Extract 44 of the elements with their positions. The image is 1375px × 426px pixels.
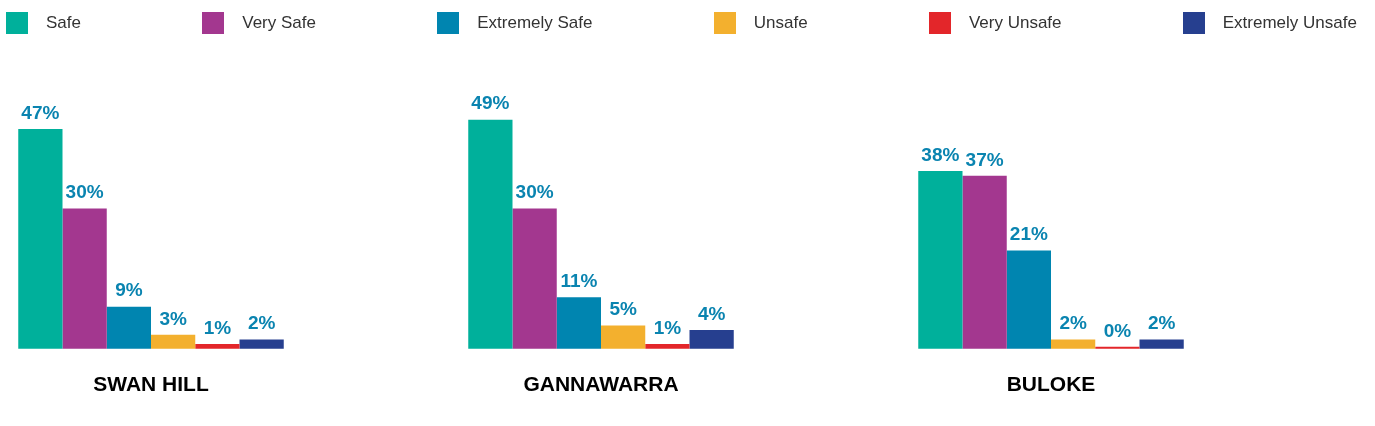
bar xyxy=(512,208,557,349)
bar xyxy=(1006,250,1051,349)
data-label: 4% xyxy=(697,302,726,324)
bar xyxy=(601,325,646,349)
data-label: 9% xyxy=(115,279,143,301)
legend-label: Very Safe xyxy=(242,13,316,33)
bar xyxy=(1051,339,1096,349)
bar xyxy=(195,344,240,349)
legend-label: Extremely Safe xyxy=(477,13,593,33)
data-label: 21% xyxy=(1009,223,1048,245)
x-tick-label: SWAN HILL xyxy=(93,372,209,396)
bar xyxy=(1139,339,1184,349)
data-label: 2% xyxy=(1147,312,1176,334)
data-label: 5% xyxy=(609,298,637,320)
data-label: 30% xyxy=(515,181,554,203)
data-label: 2% xyxy=(1059,312,1087,334)
bar xyxy=(962,175,1007,349)
bar xyxy=(62,208,107,349)
bar xyxy=(645,344,690,349)
bar xyxy=(151,334,196,349)
bar xyxy=(106,306,151,349)
data-label: 47% xyxy=(21,101,60,123)
bar xyxy=(18,129,63,349)
data-label: 37% xyxy=(965,148,1004,170)
legend-label: Safe xyxy=(46,13,81,33)
legend-label: Unsafe xyxy=(753,13,808,33)
data-label: 3% xyxy=(159,307,187,329)
data-label: 30% xyxy=(65,181,104,203)
x-tick-label: BULOKE xyxy=(1006,372,1096,396)
data-label: 38% xyxy=(921,143,960,165)
bar xyxy=(689,330,734,349)
data-label: 1% xyxy=(203,316,232,338)
data-label: 2% xyxy=(247,312,276,334)
bar xyxy=(239,339,284,349)
data-label: 11% xyxy=(560,270,598,292)
data-label: 0% xyxy=(1103,319,1132,341)
bar xyxy=(468,119,513,349)
data-label: 49% xyxy=(471,92,510,114)
bar xyxy=(918,171,963,349)
legend-label: Extremely Unsafe xyxy=(1222,13,1357,33)
legend-label: Very Unsafe xyxy=(968,13,1062,33)
x-tick-label: GANNAWARRA xyxy=(523,372,679,396)
bar xyxy=(556,297,601,349)
data-label: 1% xyxy=(653,316,682,338)
